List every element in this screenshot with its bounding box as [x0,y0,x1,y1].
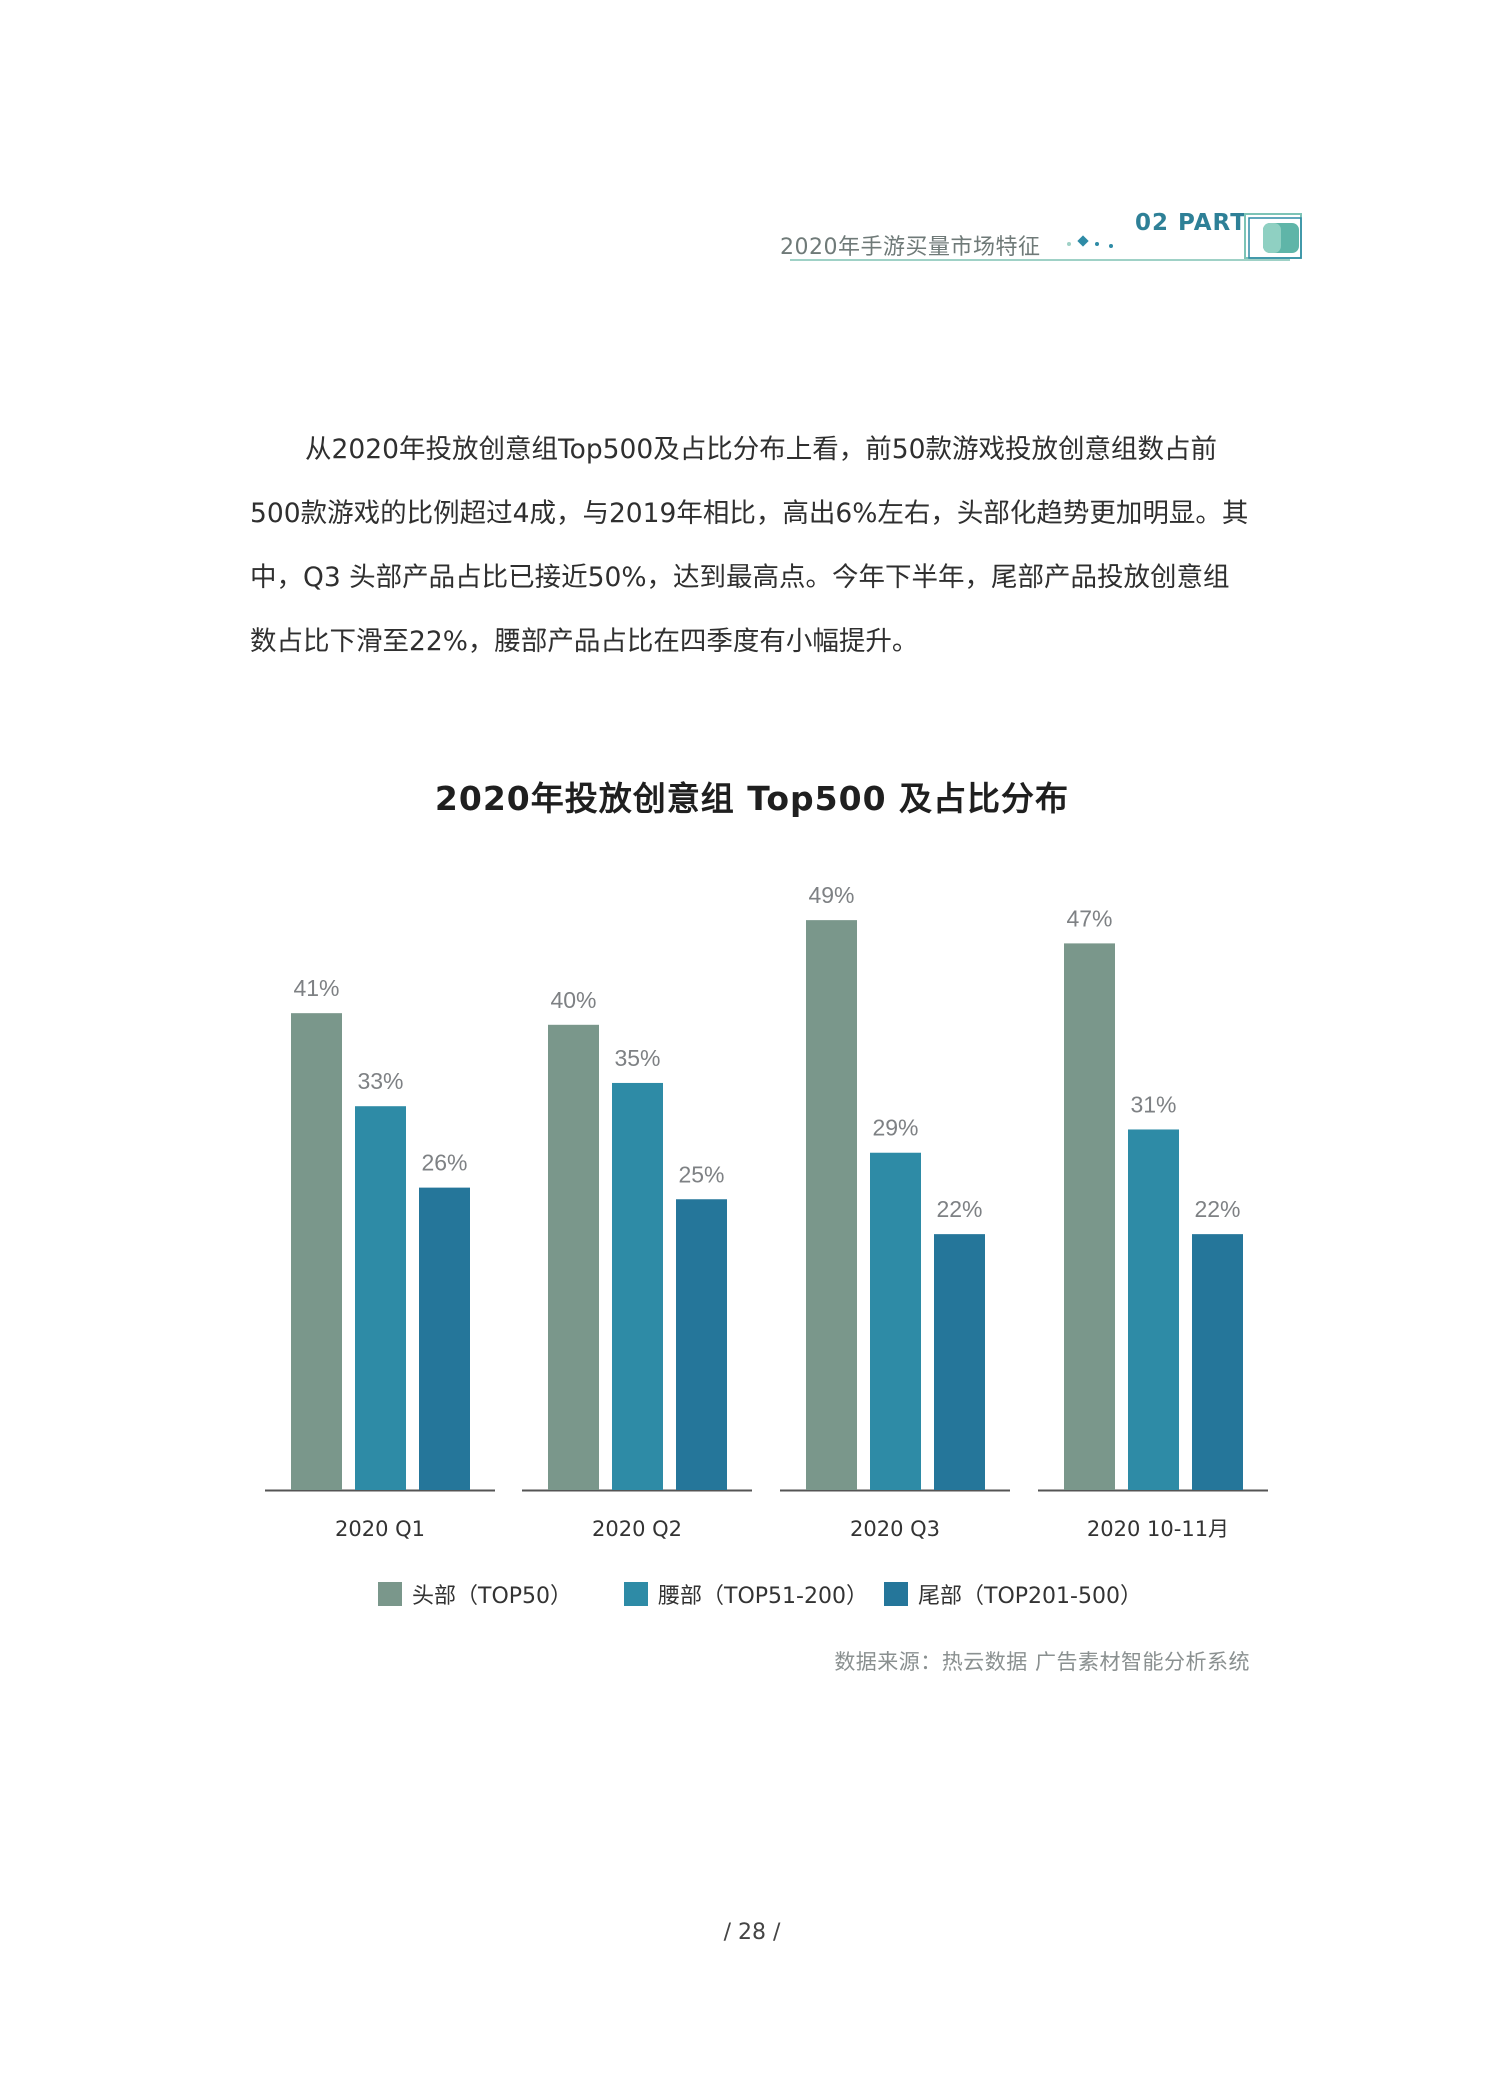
data-label: 22% [1194,1196,1240,1222]
bar [1192,1234,1243,1490]
data-label: 35% [614,1045,660,1071]
bar [1064,943,1115,1490]
bar [291,1013,342,1490]
data-label: 49% [808,882,854,908]
data-label: 22% [936,1196,982,1222]
data-label: 47% [1066,905,1112,931]
bar [870,1152,921,1490]
data-label: 29% [872,1115,918,1141]
legend-item: 腰部（TOP51-200） [624,1578,868,1610]
chart-title: 2020年投放创意组 Top500 及占比分布 [434,779,1070,818]
part-label: 02 PART [1135,210,1247,236]
legend-swatch [884,1582,908,1606]
body-paragraph: 从2020年投放创意组Top500及占比分布上看，前50款游戏投放创意组数占前5… [250,434,1249,657]
bar [1128,1129,1179,1490]
bar [676,1199,727,1490]
legend-label: 腰部（TOP51-200） [658,1584,868,1609]
x-tick-label: 2020 10-11月 [1087,1517,1229,1541]
data-label: 40% [550,987,596,1013]
data-label: 26% [421,1150,467,1176]
data-label: 33% [357,1068,403,1094]
legend-label: 头部（TOP50） [412,1584,573,1609]
data-label: 41% [293,975,339,1001]
x-tick-label: 2020 Q3 [850,1517,940,1541]
section-header: 2020年手游买量市场特征 02 PART [780,206,1310,266]
bar [934,1234,985,1490]
section-title: 2020年手游买量市场特征 [780,235,1041,260]
bar [612,1082,663,1490]
legend-item: 尾部（TOP201-500） [884,1578,1142,1610]
chart-legend: 头部（TOP50） 腰部（TOP51-200） 尾部（TOP201-500） [0,1578,1504,1618]
legend-swatch [624,1582,648,1606]
bar [355,1106,406,1490]
bar [419,1187,470,1490]
data-label: 31% [1130,1091,1176,1117]
legend-swatch [378,1582,402,1606]
header-divider [790,259,1290,261]
dots-decoration-icon [1067,235,1113,248]
part-badge-icon [1244,213,1302,259]
legend-label: 尾部（TOP201-500） [918,1584,1142,1609]
x-tick-label: 2020 Q1 [335,1517,425,1541]
bar [806,920,857,1490]
x-tick-label: 2020 Q2 [592,1517,682,1541]
data-source: 数据来源：热云数据 广告素材智能分析系统 [834,1650,1250,1674]
page-number: / 28 / [723,1920,781,1945]
bar [548,1024,599,1490]
legend-item: 头部（TOP50） [378,1578,572,1610]
data-label: 25% [678,1161,724,1187]
